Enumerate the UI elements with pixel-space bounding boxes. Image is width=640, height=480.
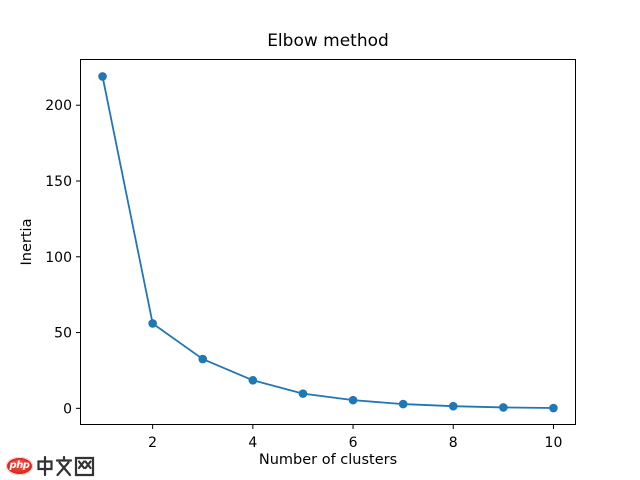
y-tick-label: 150 xyxy=(45,174,72,190)
x-tick-label: 8 xyxy=(449,435,458,451)
site-name-glyphs-icon xyxy=(37,455,95,477)
y-tick-label: 200 xyxy=(45,98,72,114)
data-point-marker xyxy=(499,403,508,412)
axes-frame xyxy=(80,59,576,425)
y-tick-label: 100 xyxy=(45,250,72,266)
data-point-marker xyxy=(148,319,157,328)
x-tick-label: 6 xyxy=(349,435,358,451)
data-point-marker xyxy=(98,72,107,81)
data-point-marker xyxy=(448,401,458,411)
data-point-marker xyxy=(398,399,408,409)
data-point-marker xyxy=(248,375,258,385)
data-point-marker xyxy=(348,395,358,405)
x-axis-label: Number of clusters xyxy=(258,452,398,468)
x-tick-label: 10 xyxy=(545,435,563,451)
y-tick-label: 50 xyxy=(54,326,72,342)
x-tick-label: 2 xyxy=(148,435,157,451)
data-point-marker xyxy=(549,403,558,413)
php-logo-badge: php xyxy=(6,457,33,475)
data-point-marker xyxy=(198,354,208,364)
data-point-marker xyxy=(298,389,308,398)
inertia-line xyxy=(101,75,555,409)
chart-title: Elbow method xyxy=(267,31,389,51)
php-cn-watermark: php xyxy=(6,455,95,477)
y-tick-label: 0 xyxy=(63,401,72,417)
x-tick-label: 4 xyxy=(248,435,257,451)
